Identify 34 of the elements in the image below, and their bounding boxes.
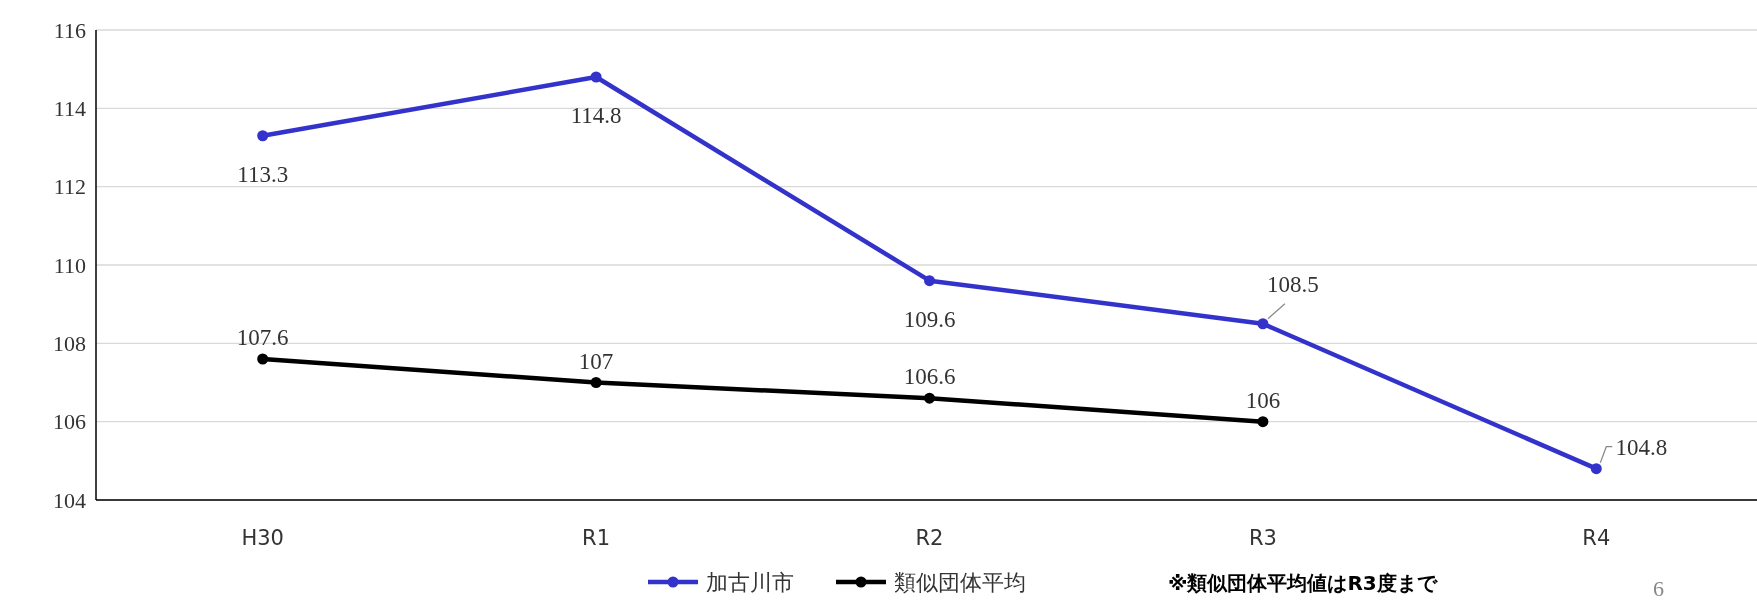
point [924, 275, 935, 287]
legend-label: 類似団体平均 [894, 570, 1026, 595]
x-tick-label: R2 [915, 526, 944, 550]
data-label: 107.6 [236, 325, 289, 351]
y-tick-label: 116 [53, 17, 86, 43]
data-label: 106 [1245, 387, 1281, 413]
y-tick-label: 104 [53, 487, 86, 513]
x-tick-label: H30 [241, 526, 284, 550]
data-label: 108.5 [1267, 271, 1319, 297]
data-label: 113.3 [237, 161, 289, 187]
point [924, 392, 935, 404]
point [590, 71, 602, 83]
legend-label: 加古川市 [706, 570, 794, 595]
point [590, 377, 602, 388]
y-tick-label: 114 [53, 96, 86, 122]
point [257, 353, 269, 365]
point [1257, 416, 1269, 428]
data-label: 104.8 [1615, 434, 1668, 460]
data-label: 106.6 [903, 364, 956, 390]
text: ※類似団体平均値はR3度まで [1168, 571, 1438, 595]
x-tick-label: R4 [1582, 526, 1611, 550]
y-tick-label: 110 [53, 252, 86, 278]
data-label: 109.6 [903, 306, 956, 332]
y-tick-label: 108 [53, 331, 86, 357]
y-tick-label: 112 [53, 174, 86, 200]
x-tick-label: R3 [1248, 526, 1277, 550]
data-label: 114.8 [570, 103, 622, 129]
text: 6 [1653, 576, 1664, 601]
point [1590, 463, 1602, 475]
data-label: 107 [578, 348, 614, 374]
point [1257, 318, 1269, 330]
x-tick-label: R1 [582, 526, 611, 550]
point [257, 130, 269, 142]
y-tick-label: 106 [53, 409, 86, 435]
